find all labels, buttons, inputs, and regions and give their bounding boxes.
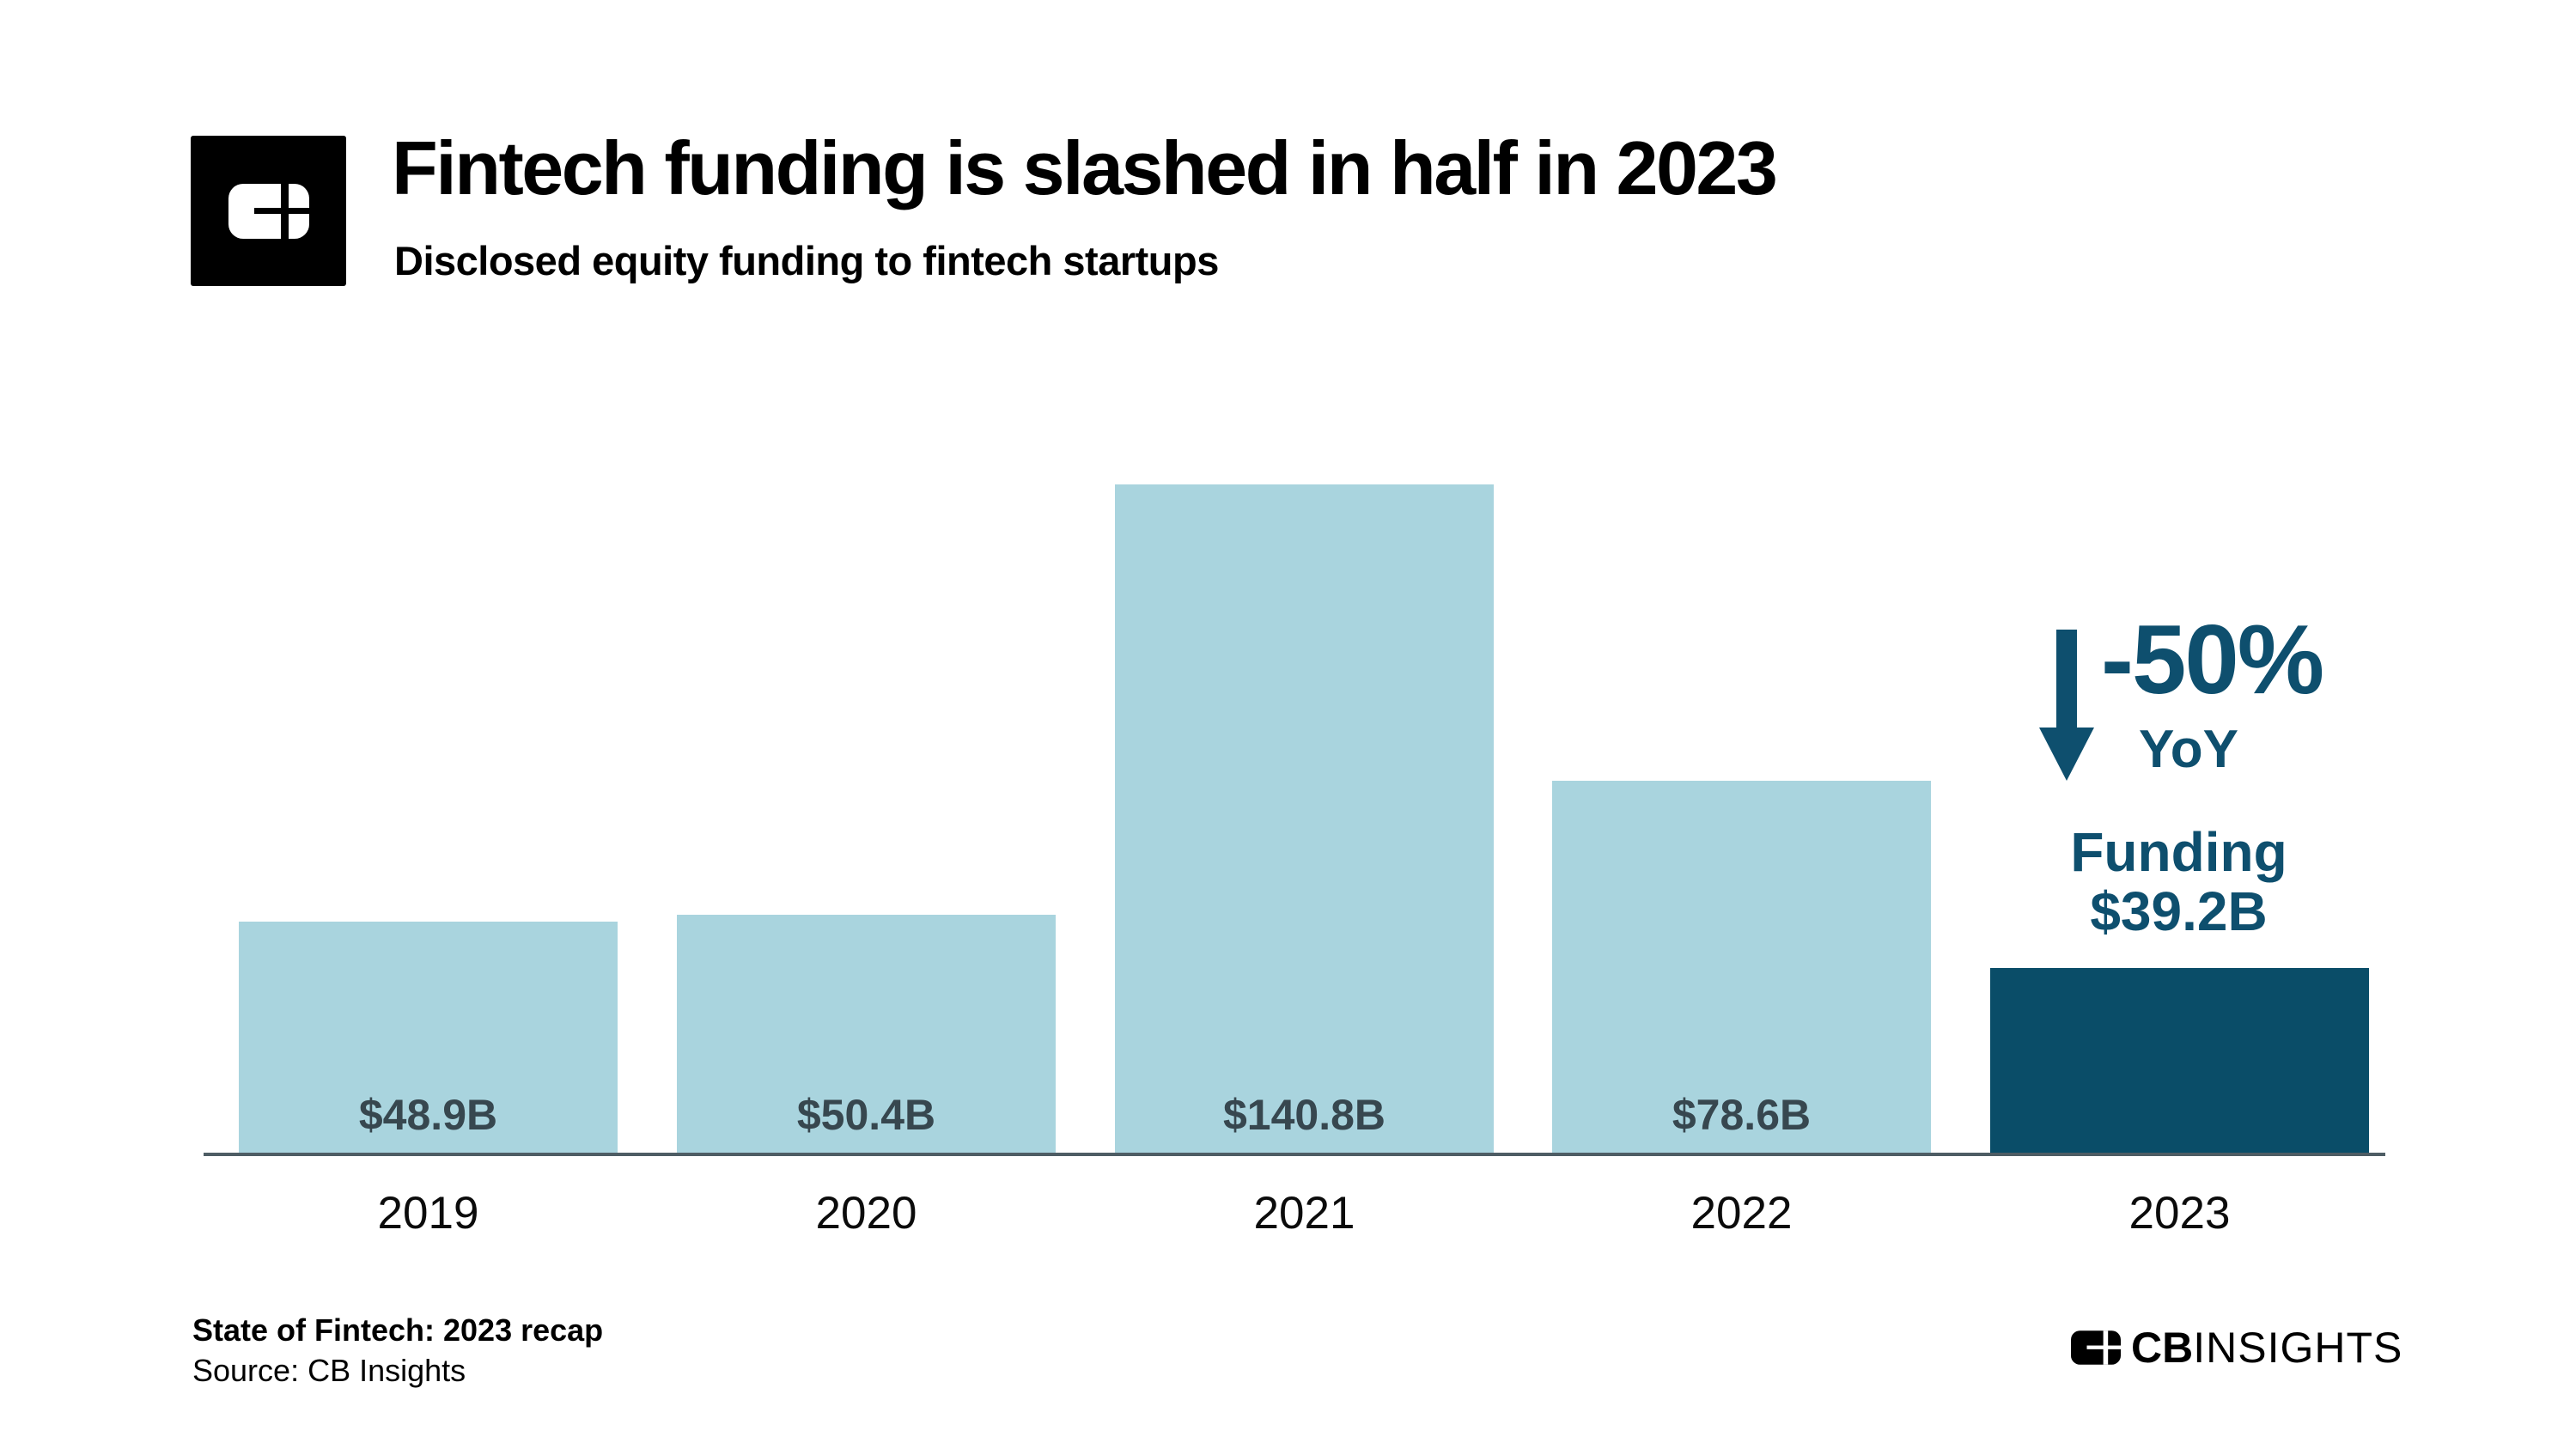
bar-2021 — [1115, 484, 1494, 1154]
x-axis-label-2020: 2020 — [815, 1188, 917, 1239]
footer-attribution: State of Fintech: 2023 recap Source: CB … — [192, 1311, 603, 1391]
x-axis-label-2021: 2021 — [1253, 1188, 1355, 1239]
delta-yoy-label: YoY — [2139, 720, 2238, 779]
cb-mark-icon — [2071, 1330, 2121, 1365]
cbinsights-wordmark: CB INSIGHTS — [2071, 1323, 2402, 1373]
brand-insights-text: INSIGHTS — [2193, 1324, 2403, 1372]
source-line: Source: CB Insights — [192, 1352, 466, 1388]
x-axis-label-2019: 2019 — [377, 1188, 479, 1239]
bar-2019 — [239, 922, 618, 1154]
bar-2022 — [1552, 781, 1931, 1154]
bar-2020 — [677, 915, 1056, 1154]
funding-word: Funding — [2070, 821, 2287, 883]
cb-mark-icon — [228, 183, 309, 239]
bar-2023 — [1990, 968, 2369, 1154]
bar-value-label-2020: $50.4B — [796, 1091, 936, 1139]
funding-value: $39.2B — [2090, 880, 2268, 943]
x-axis-label-2023: 2023 — [2128, 1188, 2231, 1239]
cbinsights-logo — [191, 136, 346, 286]
x-axis-line — [204, 1153, 2385, 1156]
x-axis-label-2022: 2022 — [1690, 1188, 1793, 1239]
bar-value-label-2019: $48.9B — [358, 1091, 498, 1139]
funding-amount-label: Funding $39.2B — [1989, 821, 2368, 943]
delta-percent-label: -50% — [2101, 606, 2324, 715]
bar-value-label-2022: $78.6B — [1672, 1091, 1812, 1139]
brand-cb-text: CB — [2131, 1324, 2194, 1372]
bar-value-label-2021: $140.8B — [1222, 1091, 1386, 1139]
page-title: Fintech funding is slashed in half in 20… — [392, 125, 1778, 210]
page-subtitle: Disclosed equity funding to fintech star… — [394, 238, 1219, 283]
down-arrow-icon — [2039, 630, 2094, 781]
report-title: State of Fintech: 2023 recap — [192, 1312, 604, 1348]
